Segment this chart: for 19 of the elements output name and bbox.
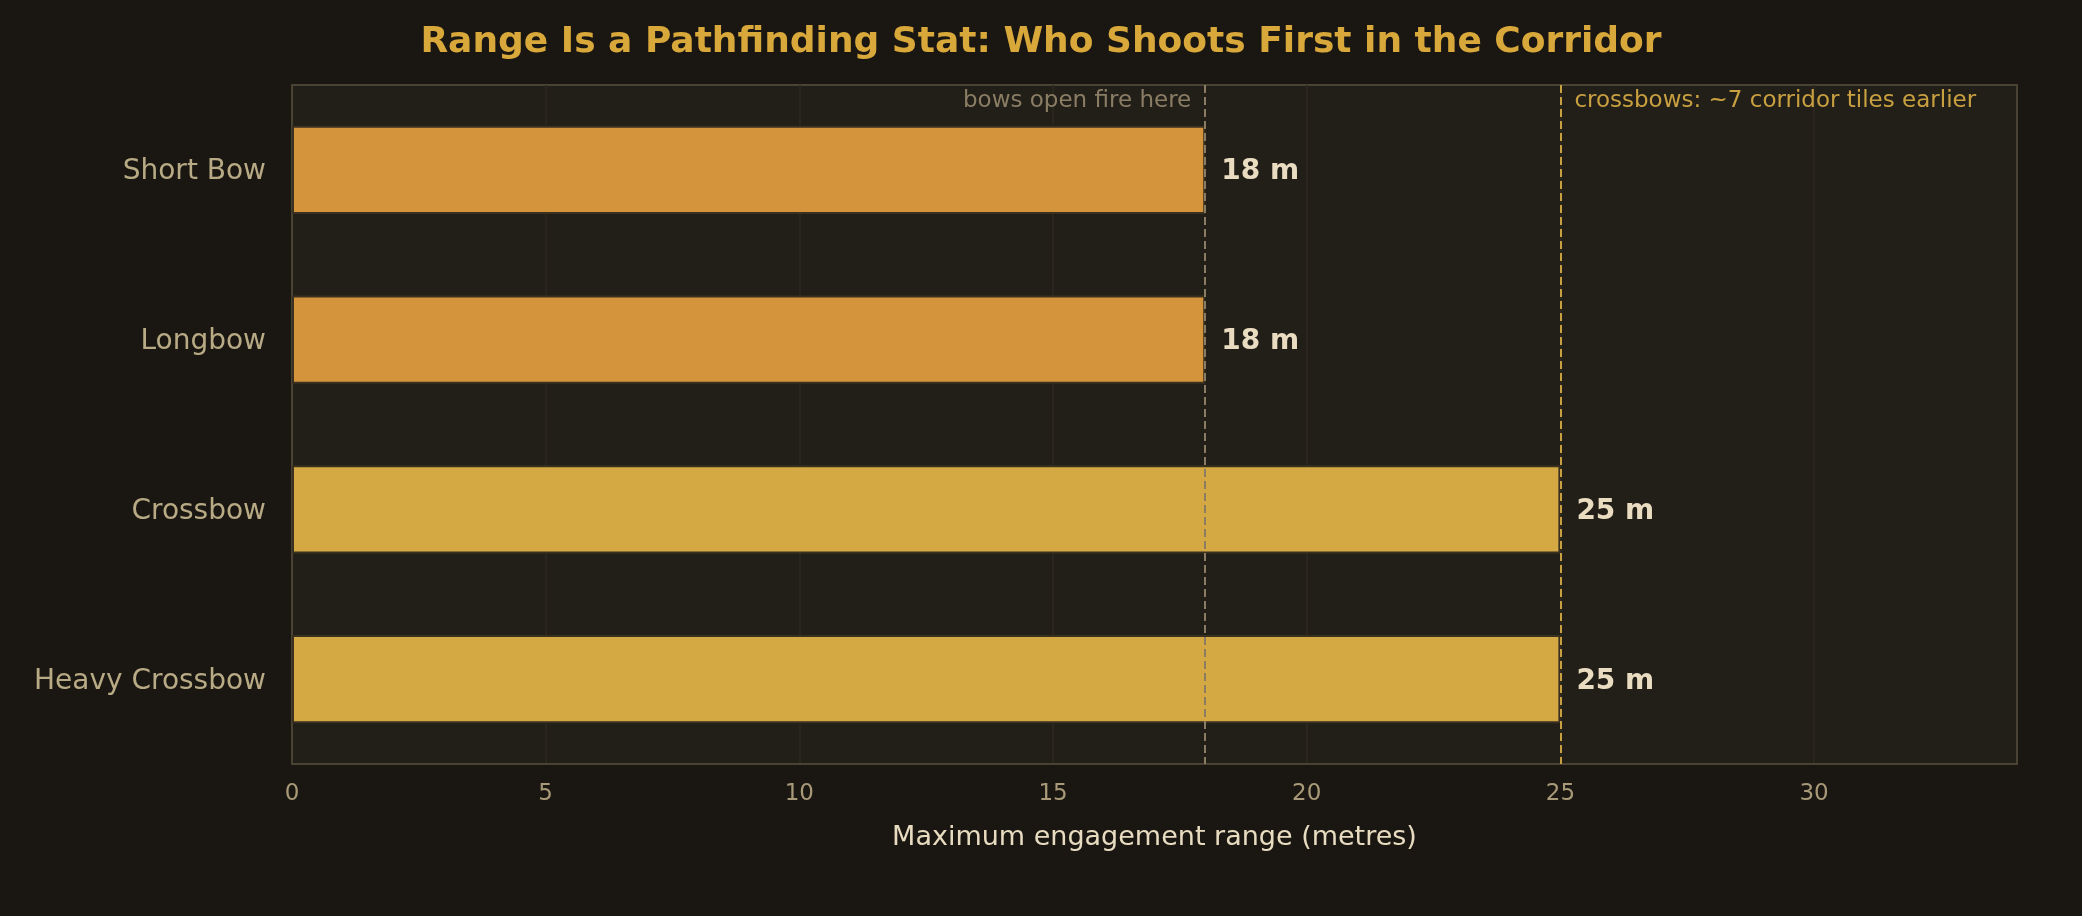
- y-tick-label: Short Bow: [122, 153, 266, 187]
- ref-line-label: crossbows: ~7 corridor tiles earlier: [1574, 86, 1977, 112]
- chart-title: Range Is a Pathfinding Stat: Who Shoots First in the Corridor: [420, 18, 1662, 60]
- y-tick-label: Longbow: [140, 323, 266, 357]
- y-tick-label: Crossbow: [131, 492, 266, 526]
- data-label: 25 m: [1576, 492, 1655, 526]
- x-tick-label: 20: [1292, 778, 1322, 805]
- data-label: 18 m: [1221, 153, 1300, 187]
- x-tick-label: 25: [1545, 778, 1576, 805]
- ref-line-label: bows open fire here: [963, 86, 1192, 112]
- data-label: 18 m: [1221, 323, 1300, 357]
- data-label: 25 m: [1576, 662, 1655, 696]
- x-tick-label: 30: [1799, 778, 1829, 805]
- x-tick-label: 15: [1038, 778, 1068, 805]
- y-tick-label: Heavy Crossbow: [33, 662, 266, 696]
- x-tick-label: 5: [538, 778, 553, 805]
- x-tick-label: 10: [784, 778, 814, 805]
- x-axis-title: Maximum engagement range (metres): [892, 820, 1417, 851]
- x-tick-label: 0: [284, 778, 300, 805]
